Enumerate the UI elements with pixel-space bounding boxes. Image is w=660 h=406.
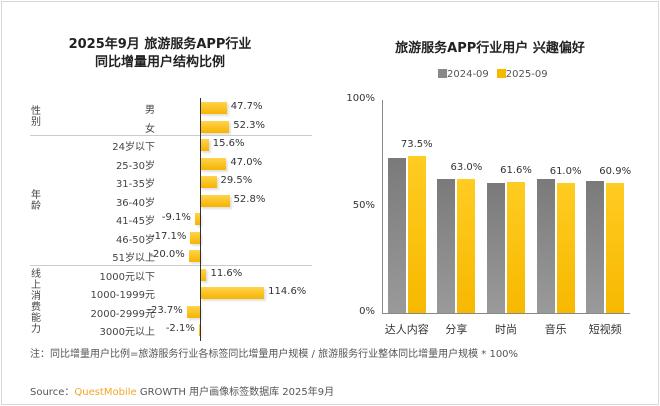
category-label: 女	[145, 123, 155, 135]
source-rest: GROWTH 用户画像标签数据库 2025年9月	[136, 387, 335, 398]
zero-axis	[200, 98, 201, 341]
data-label: -20.0%	[149, 249, 185, 260]
category-label: 51岁以上	[112, 253, 155, 264]
bar	[200, 176, 217, 188]
data-label: 52.8%	[233, 193, 266, 205]
x-tick-label: 音乐	[544, 323, 567, 336]
left-title-line-2: 同比增量用户结构比例	[94, 55, 225, 70]
group-label: 线上消费能力	[31, 269, 41, 336]
source-brand: QuestMobile	[74, 387, 137, 398]
data-label: 114.6%	[268, 286, 307, 297]
data-label: 47.0%	[230, 156, 263, 168]
legend-swatch-gray	[438, 69, 447, 78]
category-label: 2000-2999元	[90, 308, 155, 320]
x-tick-label: 短视频	[588, 323, 622, 336]
bar	[200, 268, 207, 281]
legend: 2024-09 2025-09	[438, 69, 548, 80]
bar	[194, 213, 200, 225]
category-label: 46-50岁	[115, 234, 155, 246]
data-label: 61.6%	[500, 164, 532, 176]
data-label: -17.1%	[151, 230, 187, 242]
legend-label: 2025-09	[505, 69, 548, 80]
bar	[200, 194, 230, 207]
legend-item-2024: 2024-09	[438, 69, 489, 80]
right-chart-title: 旅游服务APP行业用户 兴趣偏好	[395, 41, 585, 56]
x-tick-label: 达人内容	[384, 323, 429, 336]
bar	[200, 157, 227, 170]
data-label: -2.1%	[165, 323, 195, 334]
category-label: 3000元以上	[99, 327, 155, 338]
bar-2025-09	[556, 183, 575, 313]
bar-2025-09	[407, 156, 426, 313]
y-axis	[382, 100, 383, 313]
category-label: 41-45岁	[115, 216, 155, 227]
bar-2025-09	[606, 183, 625, 313]
data-label: -23.7%	[147, 304, 183, 316]
group-label: 年龄	[31, 189, 41, 212]
data-label: -9.1%	[161, 212, 191, 223]
x-tick-label: 时尚	[495, 323, 517, 336]
data-label: 15.6%	[212, 138, 245, 149]
bar-2024-09	[487, 183, 505, 313]
legend-label: 2024-09	[447, 69, 489, 80]
category-label: 36-40岁	[115, 197, 155, 209]
left-chart-title: 2025年9月 旅游服务APP行业 同比增量用户结构比例	[40, 36, 280, 72]
bar-2025-09	[457, 178, 476, 313]
category-label: 男	[145, 105, 155, 116]
bar	[190, 231, 200, 244]
bar	[200, 139, 209, 151]
data-label: 29.5%	[220, 175, 253, 186]
data-label: 11.6%	[210, 267, 243, 279]
left-title-line-1: 2025年9月 旅游服务APP行业	[68, 37, 252, 52]
y-tick-label: 50%	[352, 199, 375, 211]
bar	[200, 120, 230, 133]
data-label: 47.7%	[230, 101, 263, 112]
bar-2024-09	[536, 178, 555, 313]
bar	[198, 324, 200, 336]
bar-2024-09	[437, 178, 456, 313]
legend-item-2025: 2025-09	[496, 69, 548, 80]
category-label: 31-35岁	[115, 179, 155, 190]
group-divider	[30, 135, 312, 136]
bar-2025-09	[507, 181, 525, 313]
data-label: 61.0%	[549, 166, 582, 178]
data-label: 73.5%	[400, 139, 433, 151]
x-axis	[382, 313, 630, 314]
category-label: 24岁以下	[112, 142, 155, 153]
x-tick-label: 分享	[445, 323, 468, 336]
bar-2024-09	[586, 180, 605, 313]
category-label: 1000-1999元	[90, 290, 155, 301]
category-label: 25-30岁	[115, 160, 155, 172]
source-line: Source：QuestMobile GROWTH 用户画像标签数据库 2025…	[30, 383, 334, 398]
group-label: 性别	[31, 106, 41, 129]
data-label: 52.3%	[233, 119, 266, 131]
data-label: 63.0%	[450, 161, 483, 173]
bar	[188, 250, 200, 262]
source-prefix: Source：	[30, 387, 75, 398]
bar	[186, 305, 200, 318]
category-label: 1000元以下	[99, 271, 155, 283]
bar	[200, 287, 265, 299]
bar	[200, 102, 227, 114]
y-tick-label: 0%	[359, 306, 375, 317]
legend-swatch-yellow	[496, 69, 506, 78]
footnote: 注：同比增量用户比例=旅游服务行业各标签同比增量用户规模 / 旅游服务行业整体同…	[30, 349, 519, 360]
y-tick-label: 100%	[346, 93, 375, 104]
data-label: 60.9%	[599, 166, 632, 178]
group-divider	[30, 264, 312, 266]
bar-2024-09	[387, 157, 406, 313]
